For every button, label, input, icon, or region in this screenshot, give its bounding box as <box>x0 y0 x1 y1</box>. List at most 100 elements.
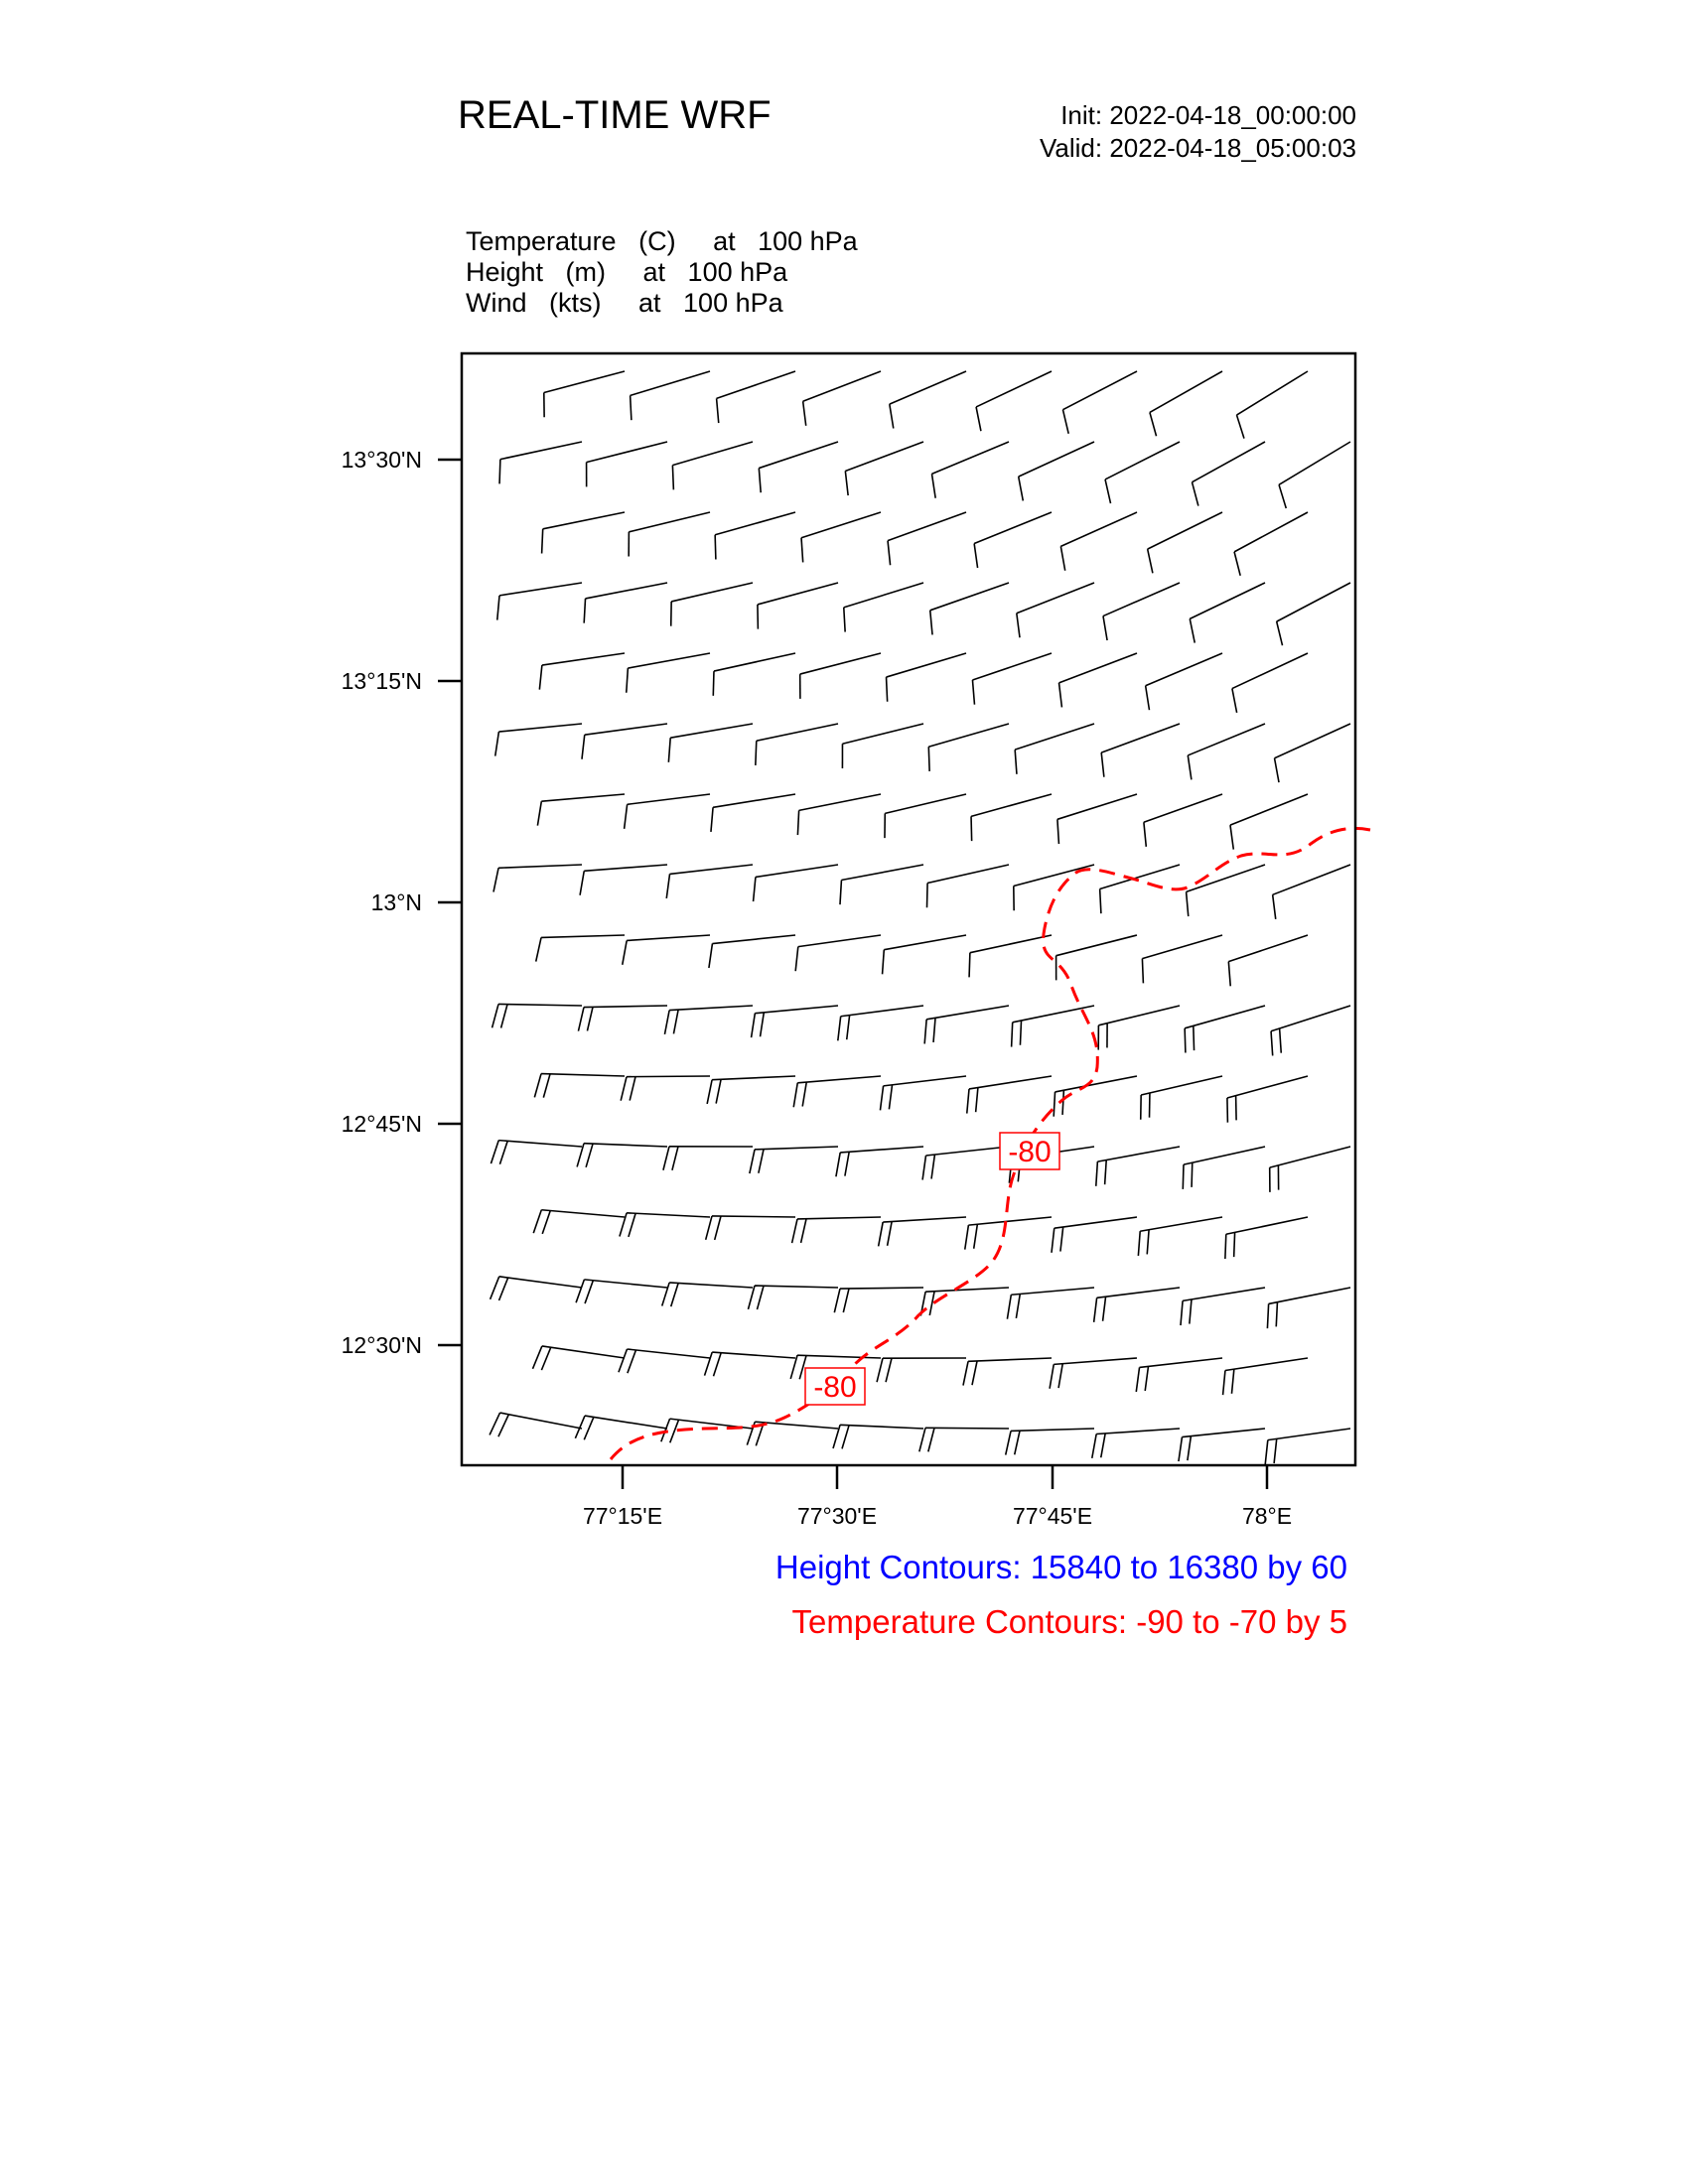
wind-barb-feather <box>841 1425 850 1449</box>
height-contour-legend: Height Contours: 15840 to 16380 by 60 <box>774 1549 1347 1585</box>
wind-barb-feather <box>1014 750 1018 774</box>
wind-barb-shaft <box>1062 370 1138 411</box>
wind-barb-shaft <box>1060 511 1138 548</box>
wind-barb-shaft <box>1140 1216 1223 1233</box>
wind-barb-shaft <box>842 723 924 746</box>
wind-barb-shaft <box>1100 723 1181 753</box>
wind-barb-feather <box>1278 484 1288 509</box>
wind-barb-shaft <box>1055 1075 1138 1093</box>
wind-barb-feather <box>620 1076 628 1101</box>
contour-label-box <box>999 1132 1060 1170</box>
wind-barb-shaft <box>840 1146 924 1154</box>
lon-tick-label: 77°30'E <box>797 1503 877 1529</box>
wind-barb-feather <box>1278 1027 1283 1053</box>
wind-barb-feather <box>712 1352 722 1377</box>
wind-barb-feather <box>758 1149 765 1173</box>
wind-barb-feather <box>798 1355 807 1380</box>
wind-barb-feather <box>703 1351 713 1376</box>
wind-barb-feather <box>625 668 630 693</box>
wind-barb-shaft <box>670 723 754 739</box>
wind-barb-shaft <box>585 582 668 600</box>
wind-barb-shaft <box>1224 1357 1309 1372</box>
wind-barb-shaft <box>1055 934 1138 957</box>
wind-barb-shaft <box>1186 864 1266 893</box>
wind-barb-feather <box>1141 958 1145 984</box>
wind-barb-feather <box>1193 1025 1196 1051</box>
wind-barb-shaft <box>629 511 711 533</box>
wind-barb-feather <box>930 474 936 498</box>
wind-barb-feather <box>1061 409 1069 434</box>
wind-barb-feather <box>1100 751 1105 777</box>
wind-barb-shaft <box>929 582 1010 612</box>
wind-barb-feather <box>842 607 846 632</box>
wind-barb-feather <box>533 1073 542 1098</box>
wind-barb-feather <box>586 1007 594 1031</box>
field-label-wind: Wind (kts) at 100 hPa <box>466 288 783 318</box>
valid-time: Valid: 2022-04-18_05:00:03 <box>1040 133 1356 163</box>
wind-barb-feather <box>538 664 543 690</box>
wind-barb-feather <box>1010 1022 1014 1047</box>
wind-barb-feather <box>583 598 587 623</box>
contour-label: -80 <box>1008 1136 1051 1168</box>
wind-barb-shaft <box>797 1075 882 1084</box>
lon-tick-label: 78°E <box>1242 1503 1292 1529</box>
wind-barb-feather <box>837 1016 842 1041</box>
wind-barb-feather <box>800 537 804 563</box>
wind-barb-feather <box>715 1079 722 1104</box>
wind-barb-shaft <box>669 1005 754 1012</box>
wind-barb-shaft <box>541 652 626 666</box>
wind-barb-feather <box>1004 1431 1012 1455</box>
wind-barb-shaft <box>1272 864 1351 896</box>
wind-barb-feather <box>660 1418 671 1442</box>
wind-barb-shaft <box>839 1287 924 1290</box>
wind-barb-feather <box>973 543 979 569</box>
wind-barb-feather <box>710 807 714 833</box>
wind-barb-shaft <box>797 1354 882 1359</box>
wind-barb-feather <box>627 1349 637 1374</box>
wind-barb-feather <box>1275 1301 1279 1327</box>
wind-barb-feather <box>532 1209 543 1234</box>
wind-barb-feather <box>531 1345 543 1370</box>
wind-barb-feather <box>1059 1226 1064 1252</box>
wind-barb-feather <box>534 937 542 962</box>
wind-barb-feather <box>752 877 757 902</box>
wind-barb-feather <box>750 1013 757 1038</box>
wind-barb-feather <box>668 1419 680 1443</box>
wind-barb-feather <box>885 1358 893 1383</box>
lat-tick-label: 12°30'N <box>342 1332 422 1358</box>
wind-barb-feather <box>492 868 499 892</box>
wind-barb-feather <box>842 1288 850 1313</box>
wind-barb-shaft <box>1139 1357 1223 1369</box>
wind-barb-shaft <box>756 723 839 743</box>
wind-barb-shaft <box>716 370 796 400</box>
wind-barb-feather <box>790 1218 798 1244</box>
wind-barb-shaft <box>1226 1075 1309 1099</box>
wind-barb-feather <box>1266 1303 1270 1329</box>
wind-barb-shaft <box>1231 652 1309 690</box>
wind-barb-shaft <box>1229 793 1309 826</box>
wind-barb-feather <box>712 671 715 696</box>
wind-barb-feather <box>665 874 671 899</box>
wind-barb-shaft <box>499 1412 583 1430</box>
wind-barb-feather <box>497 1277 509 1301</box>
wind-barb-feather <box>832 1425 841 1449</box>
wind-barb-feather <box>923 1019 927 1044</box>
lat-tick-label: 13°15'N <box>342 668 422 694</box>
wind-barbs <box>489 370 1351 1465</box>
wind-barb-feather <box>498 459 501 484</box>
wind-barb-feather <box>1059 546 1066 571</box>
lon-tick-label: 77°15'E <box>583 1503 662 1529</box>
wind-barb-feather <box>971 679 976 705</box>
wind-barb-feather <box>833 1288 841 1313</box>
wind-barb-shaft <box>542 511 626 530</box>
init-time: Init: 2022-04-18_00:00:00 <box>1060 100 1356 130</box>
wind-barb-shaft <box>1228 934 1309 963</box>
wind-barb-feather <box>1092 1297 1098 1322</box>
wind-barb-shaft <box>672 441 754 467</box>
wind-barb-shaft <box>1276 582 1351 622</box>
wind-barb-feather <box>1103 1160 1108 1185</box>
wind-barb-feather <box>928 1291 935 1316</box>
wind-barb-feather <box>1098 888 1102 914</box>
wind-barb-feather <box>963 1225 970 1250</box>
chart-title: REAL-TIME WRF <box>458 93 772 137</box>
